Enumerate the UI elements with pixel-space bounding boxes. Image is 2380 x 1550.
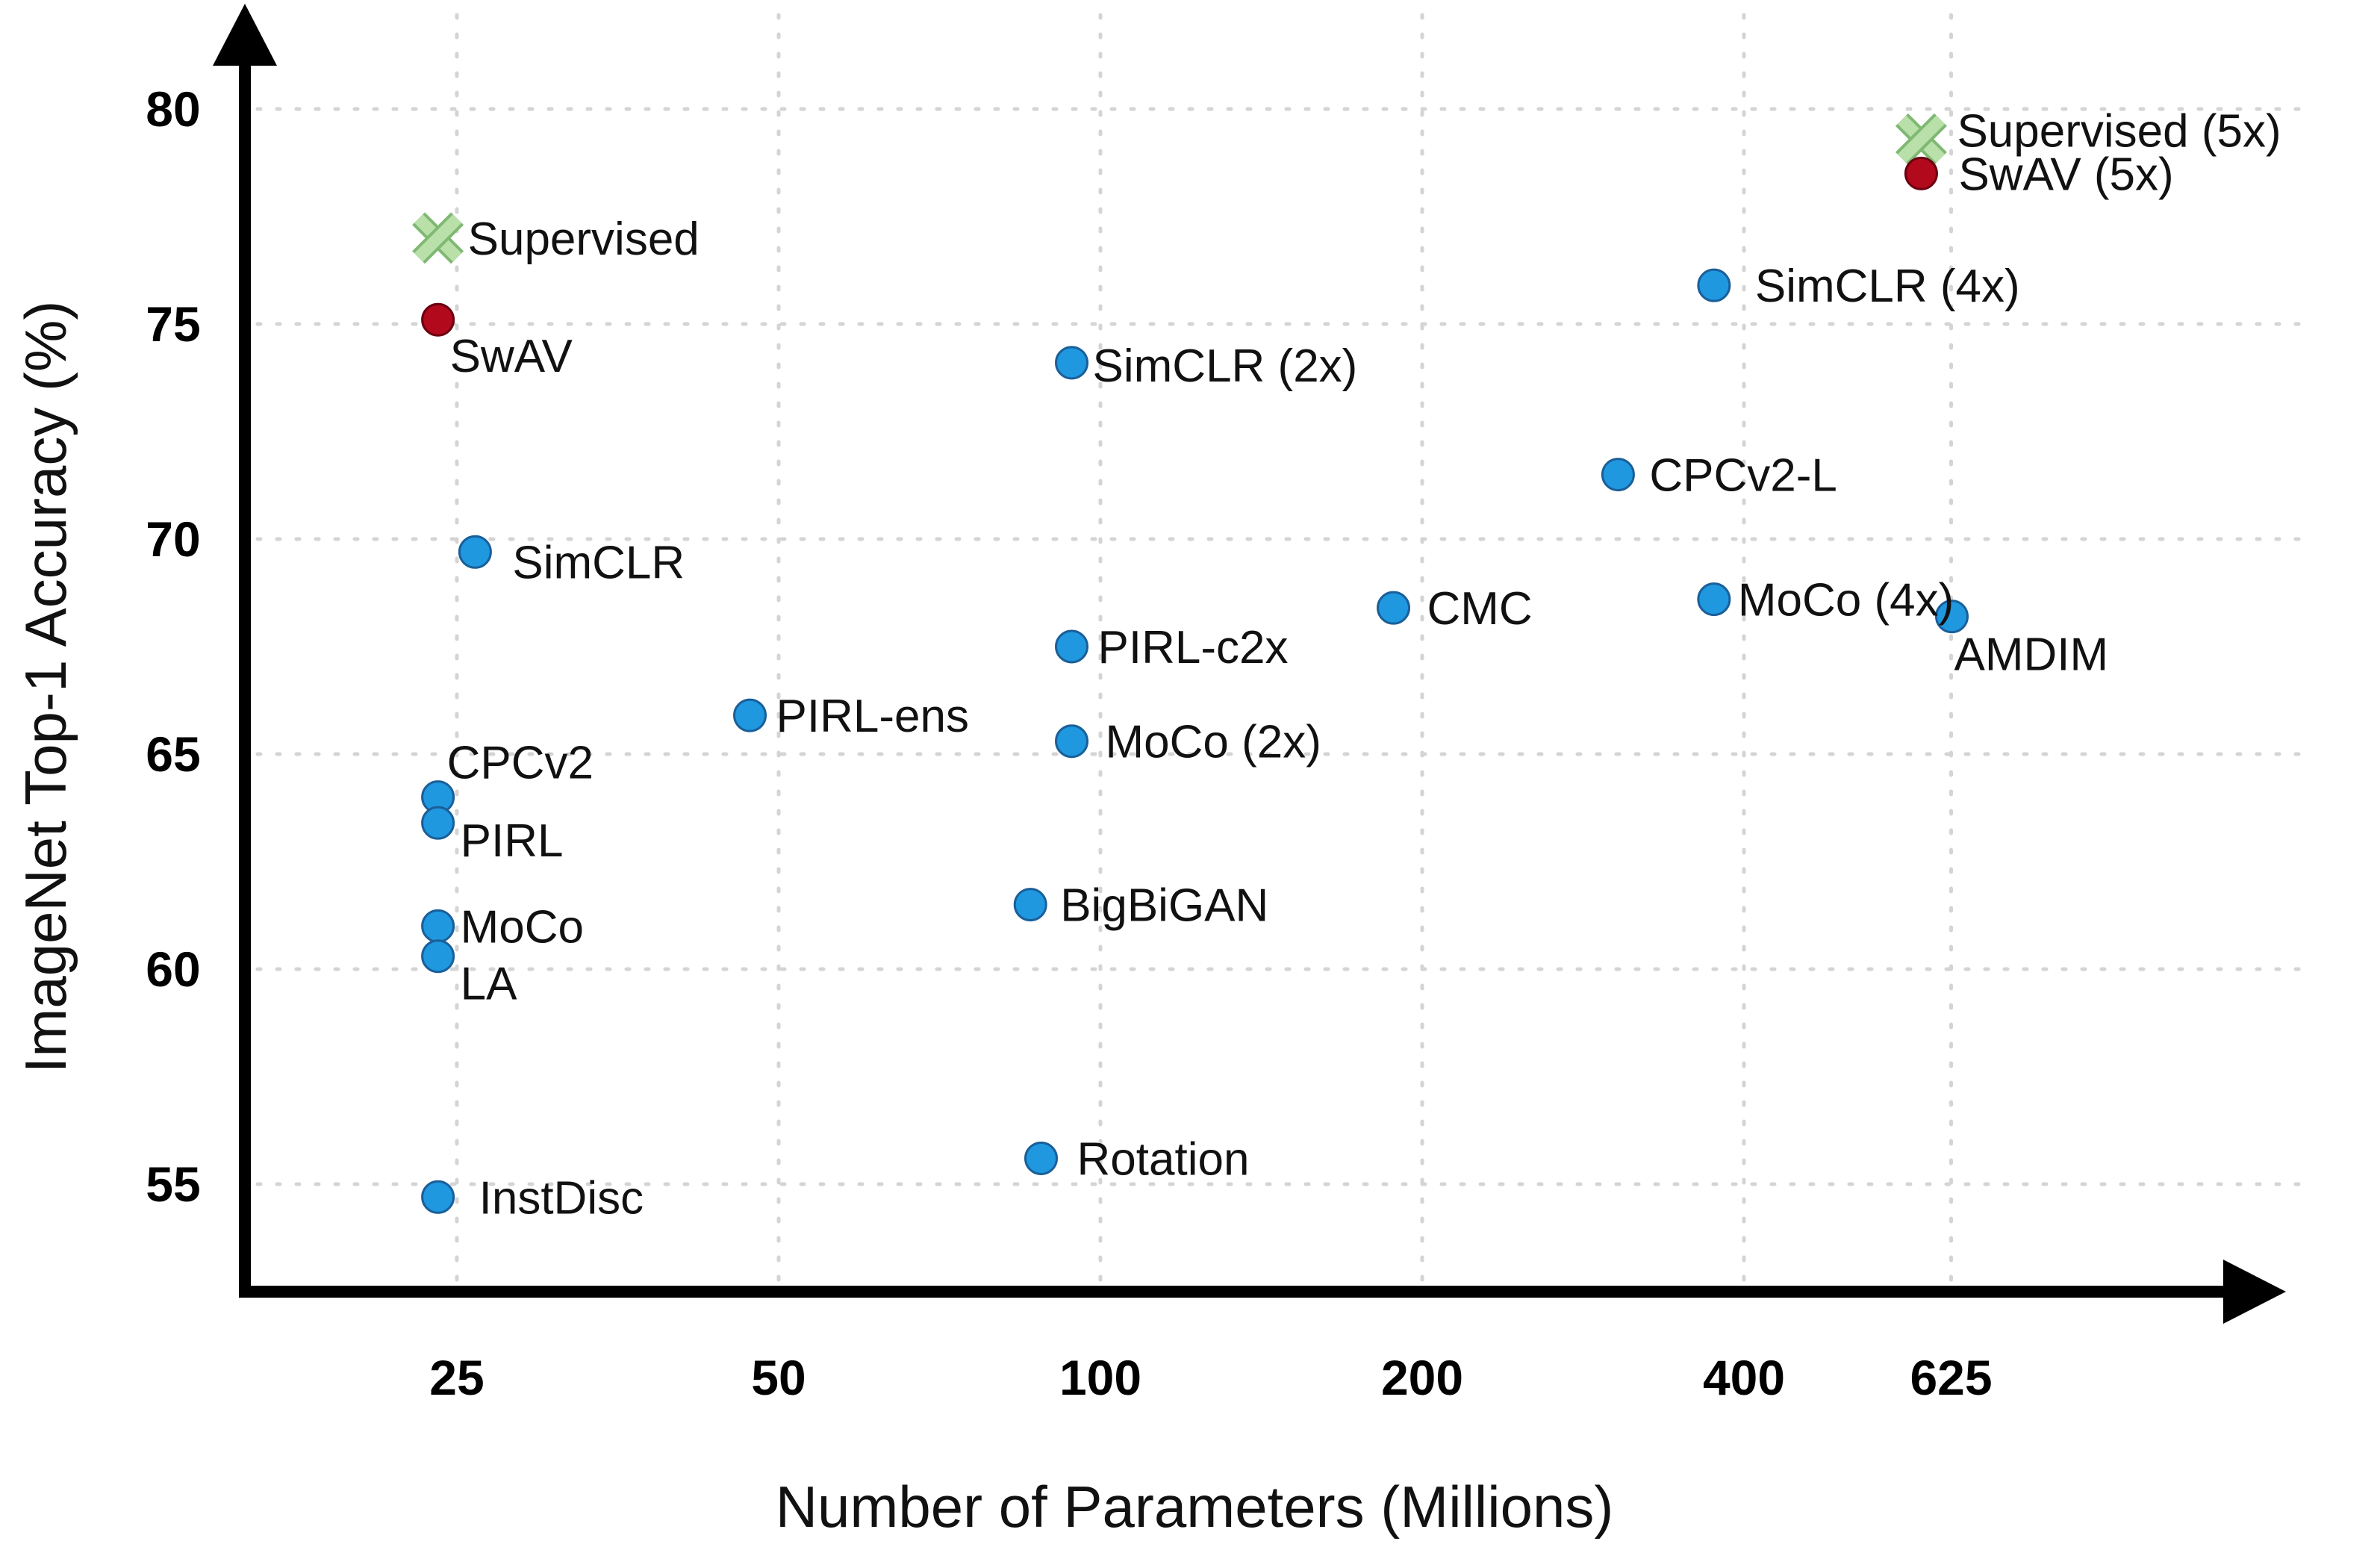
axes <box>213 4 2286 1324</box>
label-cpcv2: CPCv2 <box>447 738 594 789</box>
label-supervised-5x: Supervised (5x) <box>1957 105 2281 157</box>
point-amdim <box>1934 600 1969 634</box>
point-moco <box>421 909 455 943</box>
x-tick-label-100: 100 <box>1059 1350 1141 1405</box>
point-swav <box>421 302 455 337</box>
data-points <box>412 113 1969 1214</box>
y-tick-label-65: 65 <box>146 726 200 782</box>
y-axis-label: ImageNet Top-1 Accuracy (%) <box>13 301 78 1074</box>
point-instdisc <box>421 1180 455 1214</box>
point-rotation <box>1024 1141 1059 1175</box>
label-bigbigan: BigBiGAN <box>1060 880 1268 932</box>
label-pirl-ens: PIRL-ens <box>776 691 969 742</box>
point-moco-2x <box>1055 724 1089 759</box>
x-tick-label-25: 25 <box>429 1350 484 1405</box>
label-simclr: SimCLR <box>512 537 685 588</box>
point-pirl <box>421 806 455 840</box>
label-moco-2x: MoCo (2x) <box>1106 717 1321 768</box>
y-tick-label-75: 75 <box>146 296 200 352</box>
label-simclr-4x: SimCLR (4x) <box>1755 261 2020 312</box>
point-pirl-c2x <box>1055 629 1089 664</box>
y-tick-label-80: 80 <box>146 81 200 137</box>
label-pirl-c2x: PIRL-c2x <box>1098 622 1289 673</box>
label-amdim: AMDIM <box>1954 629 2108 681</box>
x-axis-arrow <box>2223 1260 2286 1324</box>
label-cmc: CMC <box>1427 583 1533 635</box>
x-axis-label: Number of Parameters (Millions) <box>776 1474 1614 1540</box>
point-cmc <box>1377 591 1411 625</box>
point-swav-5x <box>1904 156 1938 190</box>
point-simclr-2x <box>1055 346 1089 380</box>
label-moco-4x: MoCo (4x) <box>1738 575 1954 626</box>
point-supervised-5x-cross <box>1895 113 1947 165</box>
tick-labels: 55 60 65 70 75 80 25 50 100 200 400 625 <box>146 81 1992 1405</box>
x-tick-label-50: 50 <box>751 1350 806 1405</box>
y-tick-label-60: 60 <box>146 941 200 997</box>
label-la: LA <box>461 959 517 1010</box>
point-la <box>421 939 455 974</box>
label-swav: SwAV <box>450 331 573 382</box>
label-swav-5x: SwAV (5x) <box>1958 149 2173 200</box>
x-tick-label-200: 200 <box>1381 1350 1463 1405</box>
x-tick-label-625: 625 <box>1910 1350 1992 1405</box>
point-cpcv2-l <box>1601 458 1635 492</box>
y-axis-arrow <box>213 4 277 66</box>
point-supervised-cross <box>412 212 464 264</box>
x-tick-label-400: 400 <box>1703 1350 1785 1405</box>
label-pirl: PIRL <box>461 815 564 867</box>
point-supervised-5x-stroke-1 <box>1897 115 1946 163</box>
label-moco: MoCo <box>461 901 584 953</box>
label-cpcv2-l: CPCv2-L <box>1649 450 1837 502</box>
label-rotation: Rotation <box>1077 1133 1250 1185</box>
y-tick-label-70: 70 <box>146 511 200 567</box>
point-labels: Supervised SwAV SimCLR CPCv2 PIRL MoCo LA InstD… <box>447 105 2281 1224</box>
label-instdisc: InstDisc <box>479 1172 644 1224</box>
point-simclr-4x <box>1697 268 1731 302</box>
y-tick-label-55: 55 <box>146 1157 200 1212</box>
label-supervised: Supervised <box>468 214 700 265</box>
point-pirl-ens <box>733 698 767 732</box>
label-simclr-2x: SimCLR (2x) <box>1093 340 1358 392</box>
point-simclr <box>458 535 492 569</box>
point-bigbigan <box>1013 888 1047 922</box>
point-moco-4x <box>1697 582 1731 617</box>
point-supervised-stroke-1 <box>414 214 462 262</box>
